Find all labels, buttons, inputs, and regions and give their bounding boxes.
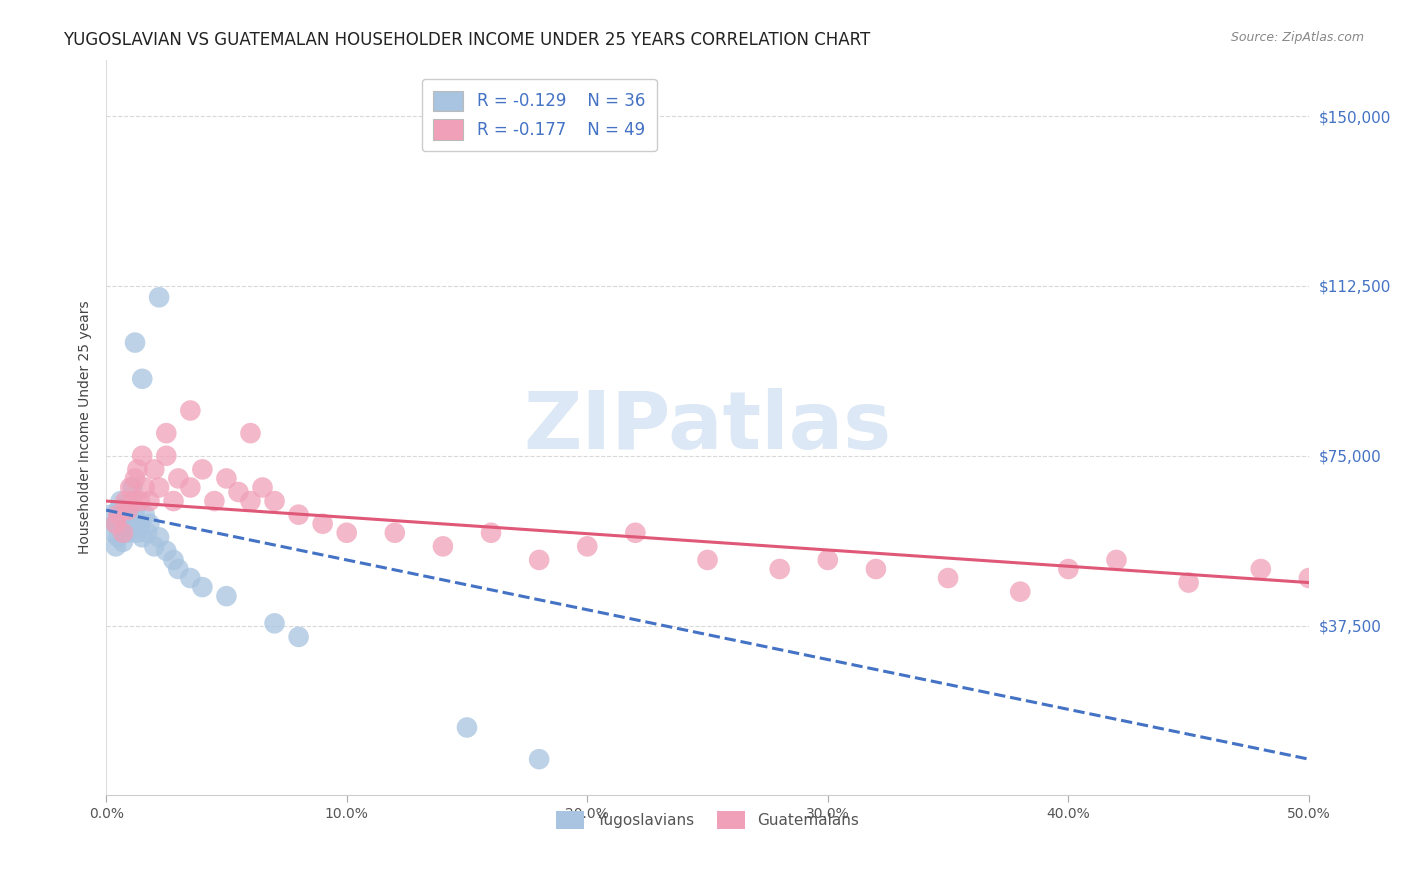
Point [384,525,406,540]
Point [148,530,170,544]
Point [124,335,146,350]
Point [110,494,132,508]
Point [110,521,132,535]
Point [228,485,250,500]
Point [1250,562,1272,576]
Point [107,503,129,517]
Point [134,508,156,522]
Point [1298,571,1320,585]
Point [287,630,309,644]
Point [117,503,139,517]
Text: Source: ZipAtlas.com: Source: ZipAtlas.com [1230,31,1364,45]
Point [128,516,150,531]
Point [162,494,184,508]
Point [121,481,143,495]
Point [252,481,274,495]
Point [696,553,718,567]
Point [527,752,550,766]
Point [479,525,502,540]
Point [124,503,146,517]
Point [202,494,225,508]
Point [131,372,153,386]
Point [111,534,134,549]
Point [127,462,149,476]
Point [162,553,184,567]
Legend: Yugoslavians, Guatemalans: Yugoslavians, Guatemalans [550,805,865,836]
Point [136,525,159,540]
Point [1010,584,1032,599]
Point [104,516,127,531]
Point [527,553,550,567]
Point [865,562,887,576]
Point [179,481,201,495]
Point [114,499,136,513]
Point [143,462,166,476]
Text: YUGOSLAVIAN VS GUATEMALAN HOUSEHOLDER INCOME UNDER 25 YEARS CORRELATION CHART: YUGOSLAVIAN VS GUATEMALAN HOUSEHOLDER IN… [63,31,870,49]
Point [114,494,136,508]
Point [120,494,142,508]
Point [1177,575,1199,590]
Point [215,589,238,603]
Point [134,481,156,495]
Point [120,516,142,531]
Point [117,508,139,522]
Point [287,508,309,522]
Point [148,290,170,304]
Point [111,512,134,526]
Text: ZIPatlas: ZIPatlas [523,389,891,467]
Point [131,449,153,463]
Point [148,481,170,495]
Point [107,508,129,522]
Point [456,721,478,735]
Point [120,481,142,495]
Point [131,530,153,544]
Point [167,562,190,576]
Point [103,525,125,540]
Point [576,540,599,554]
Point [155,449,177,463]
Point [624,525,647,540]
Point [107,530,129,544]
Point [215,471,238,485]
Point [104,516,127,531]
Point [114,516,136,531]
Point [167,471,190,485]
Point [155,544,177,558]
Point [100,508,122,522]
Point [191,462,214,476]
Point [143,540,166,554]
Point [128,494,150,508]
Point [239,426,262,441]
Point [124,471,146,485]
Point [239,494,262,508]
Point [263,494,285,508]
Point [127,525,149,540]
Point [1105,553,1128,567]
Point [432,540,454,554]
Point [121,494,143,508]
Point [155,426,177,441]
Point [179,403,201,417]
Point [104,540,127,554]
Point [263,616,285,631]
Point [138,494,160,508]
Point [336,525,359,540]
Point [138,516,160,531]
Point [311,516,333,531]
Point [769,562,792,576]
Point [817,553,839,567]
Point [936,571,959,585]
Point [191,580,214,594]
Point [179,571,201,585]
Point [1057,562,1080,576]
Point [117,525,139,540]
Y-axis label: Householder Income Under 25 years: Householder Income Under 25 years [79,301,93,554]
Point [111,525,134,540]
